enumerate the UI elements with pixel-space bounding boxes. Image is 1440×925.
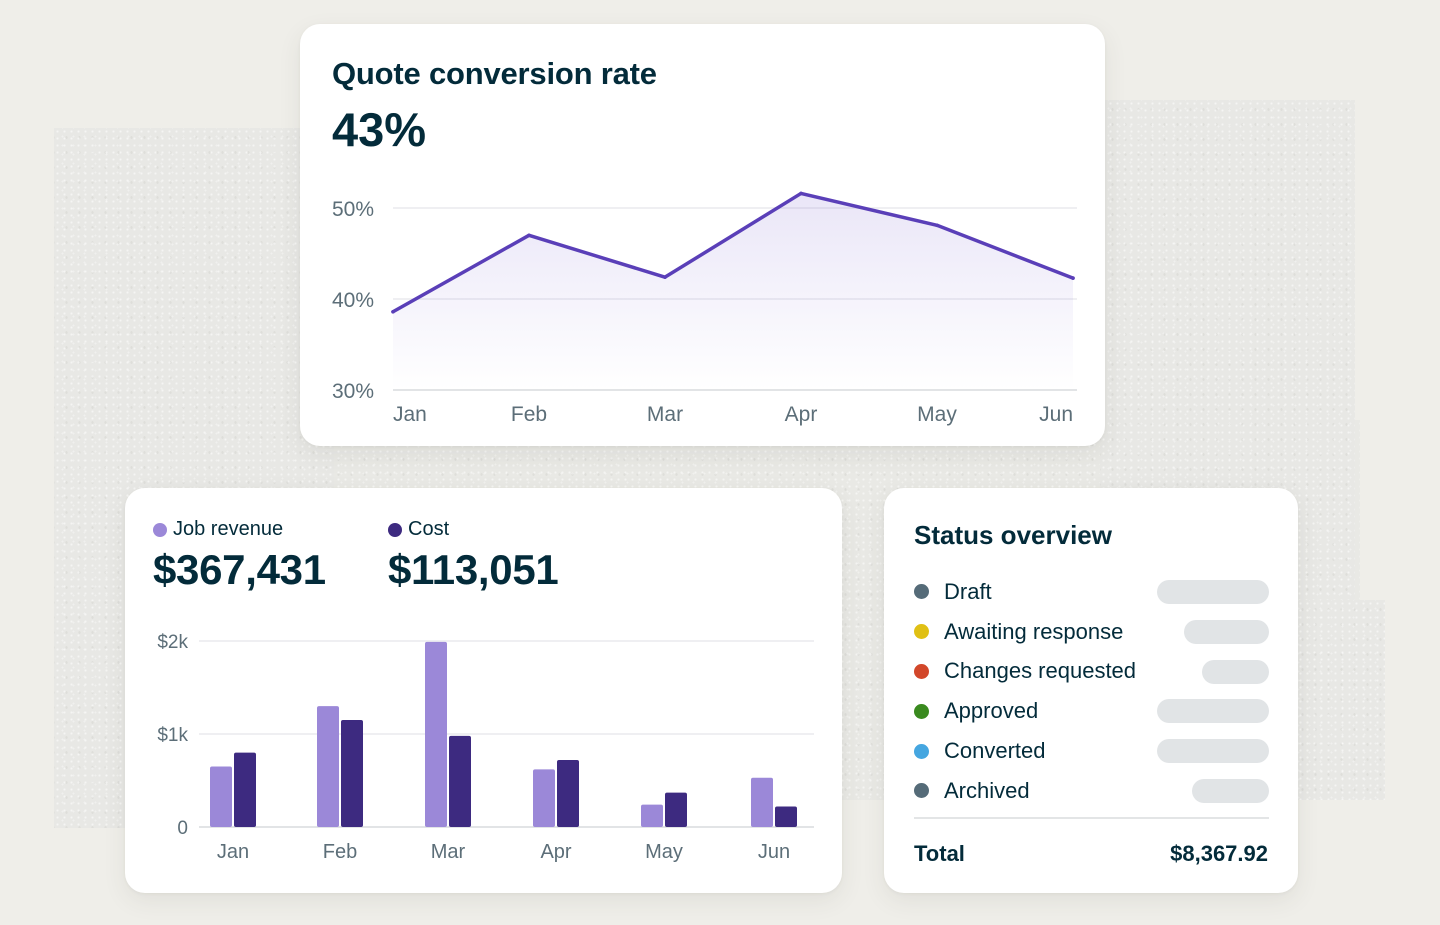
x-tick-label: Jan [393, 403, 427, 426]
conversion-data-point[interactable] [935, 223, 939, 228]
quote-conversion-value: 43% [332, 103, 427, 156]
status-row-converted[interactable]: Converted [914, 731, 1269, 771]
x-tick-label: Apr [540, 841, 571, 863]
conversion-line-chart: 30% 40% 50% Jan Feb Mar Apr May Jun [332, 191, 1077, 426]
y-tick-label: $1k [157, 725, 188, 746]
conversion-line [391, 191, 1075, 314]
total-value: $8,367.92 [1170, 841, 1268, 866]
x-tick-label: Feb [511, 403, 547, 426]
status-dot-icon [914, 783, 929, 799]
status-value-placeholder [1157, 699, 1269, 724]
status-divider [914, 817, 1269, 819]
conversion-data-point[interactable] [663, 275, 667, 279]
y-tick-label: 30% [332, 380, 374, 403]
total-label: Total [914, 841, 965, 866]
status-value-placeholder [1157, 580, 1269, 604]
status-dot-icon [914, 663, 929, 679]
cost-bar[interactable] [775, 806, 797, 827]
background-texture [1290, 600, 1385, 800]
status-label: Archived [944, 777, 1030, 803]
y-tick-label: 0 [177, 818, 188, 839]
legend-cost-label: Cost [408, 518, 450, 540]
conversion-data-point[interactable] [527, 233, 531, 238]
status-row-awaiting-response[interactable]: Awaiting response [914, 612, 1269, 652]
job-revenue-bar[interactable] [641, 804, 663, 827]
status-label: Awaiting response [944, 618, 1124, 644]
status-overview-card: Status overview Draft Awaiting response … [884, 488, 1298, 893]
status-label: Draft [944, 578, 992, 604]
status-value-placeholder [1183, 619, 1269, 644]
status-row-archived[interactable]: Archived [914, 771, 1269, 811]
cost-bar[interactable] [234, 752, 256, 827]
conversion-data-point[interactable] [391, 309, 395, 314]
quote-conversion-title: Quote conversion rate [332, 56, 657, 91]
status-dot-icon [914, 743, 929, 759]
x-tick-label: Apr [785, 403, 818, 426]
status-dot-icon [914, 584, 929, 600]
x-tick-label: Jun [758, 841, 790, 863]
status-value-placeholder [1157, 739, 1269, 764]
status-row-approved[interactable]: Approved [914, 691, 1269, 731]
status-dot-icon [914, 624, 929, 640]
y-tick-label: 40% [332, 289, 374, 312]
legend-job-revenue: Job revenue [153, 518, 283, 541]
cost-swatch [388, 522, 402, 537]
x-tick-label: May [917, 403, 957, 426]
x-tick-label: Feb [323, 841, 357, 863]
job-revenue-bar[interactable] [533, 769, 555, 827]
status-dot-icon [914, 703, 929, 719]
status-overview-title: Status overview [914, 520, 1112, 550]
job-revenue-bar[interactable] [210, 766, 232, 827]
cost-total: $113,051 [388, 546, 559, 593]
conversion-area-fill [393, 193, 1073, 390]
x-tick-label: Mar [431, 841, 466, 863]
legend-job-revenue-label: Job revenue [173, 518, 284, 540]
x-tick-label: Jun [1039, 403, 1073, 426]
job-revenue-bar[interactable] [425, 641, 447, 827]
y-tick-label: 50% [332, 198, 374, 221]
status-value-placeholder [1191, 778, 1269, 803]
job-revenue-total: $367,431 [153, 546, 326, 593]
cost-bar[interactable] [449, 735, 471, 827]
y-tick-label: $2k [157, 632, 188, 653]
revenue-cost-card: Job revenue Cost $367,431 $113,051 0 $1k $… [125, 488, 842, 893]
job-revenue-bar[interactable] [751, 777, 773, 827]
status-list: Draft Awaiting response Changes requeste… [914, 572, 1269, 811]
x-tick-label: Mar [647, 403, 683, 426]
status-row-changes-requested[interactable]: Changes requested [914, 652, 1269, 692]
status-label: Changes requested [944, 658, 1137, 684]
conversion-data-point[interactable] [1071, 276, 1075, 280]
cost-bar[interactable] [665, 792, 687, 827]
job-revenue-swatch [153, 522, 167, 537]
status-label: Approved [944, 698, 1039, 724]
cost-bar[interactable] [341, 720, 363, 827]
conversion-data-point[interactable] [799, 191, 803, 196]
x-tick-label: Jan [217, 841, 249, 863]
legend-cost: Cost [388, 518, 449, 541]
status-value-placeholder [1201, 659, 1269, 684]
job-revenue-bar[interactable] [317, 706, 339, 827]
cost-bar[interactable] [557, 760, 579, 827]
status-row-draft[interactable]: Draft [914, 572, 1269, 612]
status-label: Converted [944, 738, 1046, 764]
x-tick-label: May [645, 841, 683, 863]
quote-conversion-card: Quote conversion rate 43% 30% 40% 50% Jan F… [300, 24, 1105, 446]
revenue-cost-bar-chart: 0 $1k $2k Jan Feb Mar Apr May Jun [157, 632, 814, 863]
